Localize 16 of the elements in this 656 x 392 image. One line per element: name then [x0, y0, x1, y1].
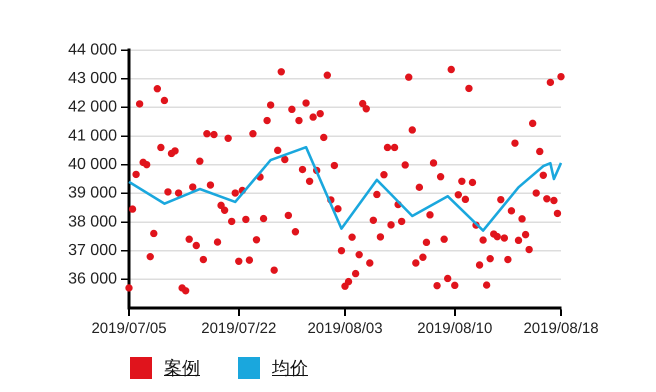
- y-tick-label: 36 000: [68, 270, 118, 288]
- y-tick-label: 40 000: [68, 156, 118, 174]
- legend-label: 案例: [164, 357, 200, 380]
- x-tick-label: 2019/07/22: [201, 320, 276, 338]
- x-tick-label: 2019/08/10: [417, 320, 492, 338]
- x-tick-label: 2019/08/18: [523, 320, 599, 338]
- x-tick-label: 2019/07/05: [91, 320, 167, 338]
- y-tick-label: 42 000: [68, 98, 118, 116]
- x-tick-label: 2019/08/03: [307, 320, 383, 338]
- y-tick-label: 37 000: [68, 242, 118, 260]
- y-tick-label: 43 000: [68, 70, 118, 88]
- y-tick-label: 39 000: [68, 184, 118, 202]
- y-tick-label: 41 000: [68, 127, 118, 144]
- y-tick-label: 44 000: [68, 41, 118, 58]
- legend-label: 均价: [272, 357, 308, 380]
- y-tick-label: 38 000: [68, 213, 118, 230]
